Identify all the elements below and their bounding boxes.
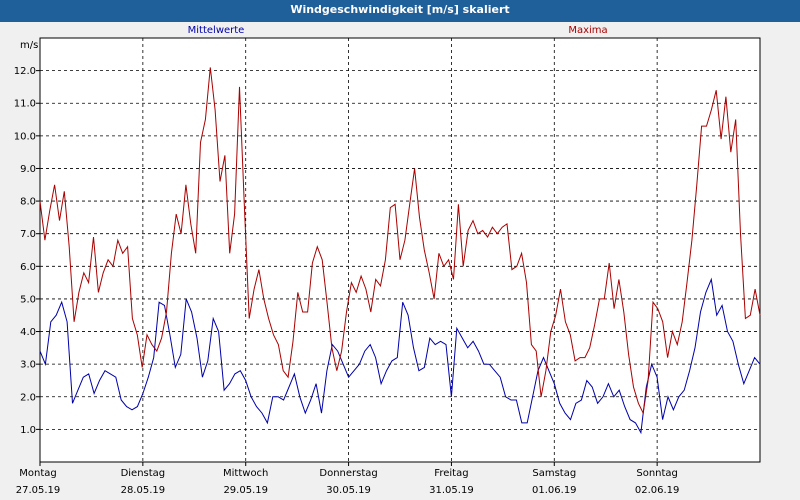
x-day-label: Donnerstag xyxy=(319,468,377,479)
x-date-label: 31.05.19 xyxy=(429,485,474,496)
window-title: Windgeschwindigkeit [m/s] skaliert xyxy=(0,0,800,22)
legend-mittelwerte: Mittelwerte xyxy=(188,25,245,36)
x-date-label: 27.05.19 xyxy=(16,485,61,496)
plot-area xyxy=(39,37,761,463)
x-day-label: Dienstag xyxy=(121,468,166,479)
y-axis-label: m/s xyxy=(20,40,38,51)
x-day-label: Freitag xyxy=(434,468,468,479)
y-tick-label: 8.0 xyxy=(20,197,36,208)
x-day-label: Sonntag xyxy=(636,468,678,479)
x-date-label: 28.05.19 xyxy=(121,485,166,496)
x-day-label: Montag xyxy=(19,468,56,479)
legend-maxima: Maxima xyxy=(568,25,607,36)
y-tick-label: 9.0 xyxy=(20,164,36,175)
y-tick-label: 2.0 xyxy=(20,392,36,403)
series-line-mittelwerte xyxy=(39,277,761,435)
y-tick-label: 7.0 xyxy=(20,229,36,240)
x-date-label: 30.05.19 xyxy=(326,485,371,496)
x-date-label: 29.05.19 xyxy=(223,485,268,496)
y-tick-label: 10.0 xyxy=(14,131,36,142)
series-line-maxima xyxy=(39,67,761,415)
y-tick-label: 3.0 xyxy=(20,360,36,371)
x-day-label: Mittwoch xyxy=(223,468,268,479)
y-tick-label: 4.0 xyxy=(20,327,36,338)
y-tick-label: 11.0 xyxy=(14,99,36,110)
x-date-label: 01.06.19 xyxy=(532,485,577,496)
x-date-label: 02.06.19 xyxy=(635,485,680,496)
x-day-label: Samstag xyxy=(532,468,576,479)
y-tick-label: 12.0 xyxy=(14,66,36,77)
y-tick-label: 6.0 xyxy=(20,262,36,273)
y-tick-label: 1.0 xyxy=(20,425,36,436)
y-tick-label: 5.0 xyxy=(20,294,36,305)
